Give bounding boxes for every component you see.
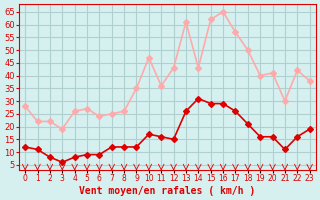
X-axis label: Vent moyen/en rafales ( km/h ): Vent moyen/en rafales ( km/h )	[79, 186, 256, 196]
